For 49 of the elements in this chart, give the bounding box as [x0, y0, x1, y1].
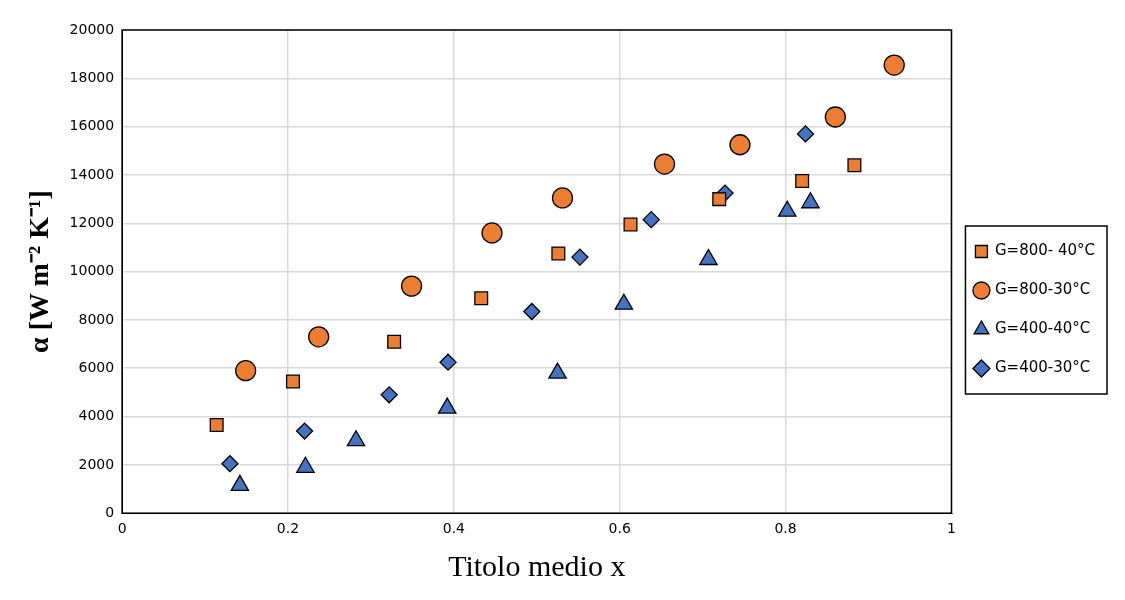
- x-tick-label: 0: [117, 520, 127, 537]
- point: [847, 158, 862, 173]
- point: [308, 326, 330, 348]
- y-tick-label: 20000: [69, 20, 115, 37]
- legend-label: G=400-30°C: [994, 358, 1091, 377]
- x-axis-title: Titolo medio x: [448, 548, 626, 582]
- y-tick-label: 4000: [78, 407, 115, 424]
- point: [653, 153, 676, 175]
- x-tick-label: 0.2: [276, 520, 300, 537]
- point: [523, 302, 541, 321]
- x-tick-label: 1: [946, 520, 956, 537]
- legend-label: G=400-40°C: [994, 319, 1091, 338]
- y-tick-label: 10000: [69, 262, 115, 279]
- point: [729, 134, 751, 156]
- x-tick-label: 0.6: [608, 520, 631, 537]
- point: [380, 386, 398, 404]
- point: [712, 192, 727, 207]
- point: [295, 422, 314, 440]
- legend-label: G=800- 40°C: [994, 241, 1096, 260]
- point: [623, 217, 638, 232]
- y-tick-label: 6000: [78, 358, 115, 375]
- y-axis-title: α [W m⁻² K⁻¹]: [23, 190, 55, 353]
- point: [285, 374, 300, 389]
- point: [571, 248, 589, 266]
- y-tick-label: 12000: [69, 213, 115, 230]
- point: [795, 173, 810, 189]
- point: [824, 106, 846, 128]
- point: [883, 54, 905, 76]
- point: [551, 187, 574, 209]
- point: [474, 291, 489, 306]
- x-tick-label: 0.8: [774, 520, 797, 537]
- point: [235, 360, 257, 382]
- y-tick-label: 18000: [69, 68, 115, 85]
- y-tick-label: 0: [105, 503, 115, 520]
- legend-label: G=800-30°C: [994, 280, 1091, 299]
- x-tick-label: 0.4: [442, 520, 466, 537]
- y-tick-label: 8000: [78, 310, 115, 327]
- point: [221, 455, 239, 473]
- point: [439, 353, 457, 371]
- point: [481, 222, 503, 244]
- point: [400, 275, 423, 297]
- point: [642, 211, 660, 229]
- point: [209, 418, 224, 433]
- point: [796, 125, 815, 143]
- point: [387, 334, 402, 349]
- y-tick-label: 14000: [69, 165, 115, 182]
- point: [551, 246, 566, 261]
- y-tick-label: 2000: [78, 455, 115, 472]
- y-tick-label: 16000: [69, 117, 115, 134]
